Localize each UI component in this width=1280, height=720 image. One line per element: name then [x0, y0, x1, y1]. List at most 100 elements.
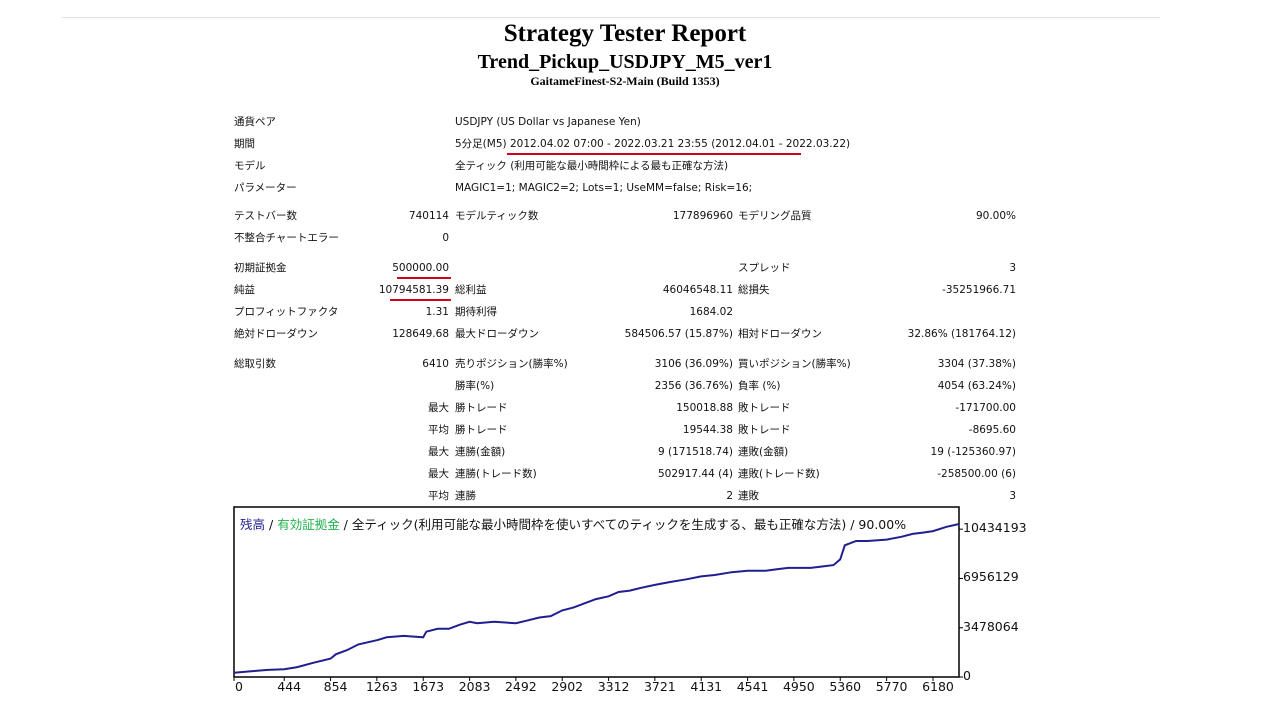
bars-value: 740114 — [408, 210, 449, 222]
max-label-3: 最大 — [428, 468, 449, 480]
ticks-value: 177896960 — [672, 210, 733, 222]
period-value: 5分足(M5) 2012.04.02 07:00 - 2022.03.21 23… — [455, 137, 850, 151]
y-tick-label: 3478064 — [963, 618, 1019, 634]
x-tick-label: 2492 — [504, 679, 537, 694]
y-tick-label: 6956129 — [963, 569, 1019, 585]
balance-chart-svg — [233, 506, 963, 681]
balance-line — [233, 523, 960, 674]
long-value: 3304 (37.38%) — [937, 358, 1016, 370]
largest-win-label: 勝トレード — [455, 402, 508, 414]
top-divider — [62, 17, 1160, 18]
legend-sep2: / — [339, 517, 352, 532]
max-cons-profit-label: 連勝(トレード数) — [455, 468, 537, 480]
avg-cons-wins-label: 連勝 — [455, 490, 476, 502]
max-label-2: 最大 — [428, 446, 449, 458]
max-cons-wins-label: 連勝(金額) — [455, 446, 506, 458]
avg-cons-losses-label: 連敗 — [738, 490, 759, 502]
ticks-label: モデルティック数 — [455, 210, 539, 222]
plot-frame — [233, 506, 960, 678]
net-value: 10794581.39 — [378, 284, 449, 296]
pf-value: 1.31 — [425, 306, 449, 318]
avg-label-2: 平均 — [428, 490, 449, 502]
win-rate-value: 2356 (36.76%) — [654, 380, 733, 392]
rel-dd-label: 相対ドローダウン — [738, 328, 822, 340]
x-tick-label: 1263 — [365, 679, 398, 694]
abs-dd-value: 128649.68 — [392, 328, 449, 340]
model-value: 全ティック (利用可能な最小時間枠による最も正確な方法) — [455, 160, 729, 172]
x-tick-label: 3312 — [597, 679, 630, 694]
quality-value: 90.00% — [975, 210, 1016, 222]
max-cons-profit-value: 502917.44 (4) — [658, 468, 733, 480]
period-range: 2012.04.02 07:00 - 2022.03.21 23:55 (201… — [509, 138, 851, 150]
deposit-label: 初期証拠金 — [234, 262, 287, 274]
mismatch-value: 0 — [442, 232, 449, 244]
params-value: MAGIC1=1; MAGIC2=2; Lots=1; UseMM=false;… — [455, 182, 753, 194]
expected-label: 期待利得 — [455, 306, 497, 318]
loss-rate-value: 4054 (63.24%) — [937, 380, 1016, 392]
deposit-underline — [397, 277, 451, 279]
symbol-value: USDJPY (US Dollar vs Japanese Yen) — [455, 116, 641, 128]
total-trades-value: 6410 — [422, 358, 449, 370]
x-tick-label: 2902 — [551, 679, 584, 694]
net-label: 純益 — [234, 284, 255, 296]
mismatch-label: 不整合チャートエラー — [234, 232, 339, 244]
legend-equity: 有効証拠金 — [277, 517, 340, 532]
ea-name: Trend_Pickup_USDJPY_M5_ver1 — [477, 51, 773, 73]
bars-label: テストバー数 — [234, 210, 297, 222]
deposit-value: 500000.00 — [392, 262, 449, 274]
avg-loss-value: -8695.60 — [968, 424, 1016, 436]
x-tick-label: 4541 — [736, 679, 769, 694]
max-dd-label: 最大ドローダウン — [455, 328, 539, 340]
balance-chart: 残高 / 有効証拠金 / 全ティック(利用可能な最小時間枠を使いすべてのティック… — [233, 506, 1027, 694]
x-tick-label: 6180 — [922, 679, 954, 694]
spread-label: スプレッド — [738, 262, 791, 274]
quality-label: モデリング品質 — [738, 210, 812, 222]
avg-win-value: 19544.38 — [682, 424, 733, 436]
net-underline — [390, 299, 451, 301]
x-tick-label: 5770 — [875, 679, 908, 694]
legend-rest: 全ティック(利用可能な最小時間枠を使いすべてのティックを生成する、最も正確な方法… — [351, 517, 907, 532]
loss-rate-label: 負率 (%) — [738, 380, 781, 392]
max-cons-wins-value: 9 (171518.74) — [658, 446, 733, 458]
max-cons-losses-label: 連敗(金額) — [738, 446, 789, 458]
legend-balance: 残高 — [240, 517, 266, 532]
chart-legend: 残高 / 有効証拠金 / 全ティック(利用可能な最小時間枠を使いすべてのティック… — [240, 514, 906, 533]
max-cons-loss-label: 連敗(トレード数) — [738, 468, 820, 480]
short-label: 売りポジション(勝率%) — [455, 358, 568, 370]
avg-cons-losses-value: 3 — [1009, 490, 1016, 502]
x-tick-label: 2083 — [458, 679, 491, 694]
avg-label-1: 平均 — [428, 424, 449, 436]
gross-loss-label: 総損失 — [738, 284, 770, 296]
y-tick-label: 0 — [963, 668, 971, 683]
max-dd-value: 584506.57 (15.87%) — [624, 328, 733, 340]
period-label: 期間 — [234, 138, 255, 150]
report-title: Strategy Tester Report — [503, 20, 747, 47]
x-tick-label: 854 — [323, 679, 348, 694]
avg-loss-label: 敗トレード — [738, 424, 791, 436]
model-label: モデル — [234, 160, 266, 172]
x-tick-label: 5360 — [829, 679, 862, 694]
pf-label: プロフィットファクタ — [234, 306, 339, 318]
x-tick-label: 0 — [235, 679, 243, 694]
x-tick-label: 1673 — [412, 679, 445, 694]
period-prefix: 5分足(M5) — [455, 138, 507, 150]
win-rate-label: 勝率(%) — [455, 380, 495, 392]
params-label: パラメーター — [234, 182, 297, 194]
abs-dd-label: 絶対ドローダウン — [234, 328, 318, 340]
long-label: 買いポジション(勝率%) — [738, 358, 851, 370]
gross-profit-label: 総利益 — [455, 284, 487, 296]
expected-value: 1684.02 — [689, 306, 733, 318]
max-cons-loss-value: -258500.00 (6) — [937, 468, 1016, 480]
largest-loss-value: -171700.00 — [955, 402, 1016, 414]
spread-value: 3 — [1009, 262, 1016, 274]
y-tick-label: 10434193 — [963, 520, 1027, 536]
period-underline — [507, 153, 801, 155]
legend-sep1: / — [265, 517, 278, 532]
largest-win-value: 150018.88 — [676, 402, 733, 414]
x-tick-label: 444 — [277, 679, 302, 694]
avg-cons-wins-value: 2 — [726, 490, 733, 502]
server-build: GaitameFinest-S2-Main (Build 1353) — [530, 74, 720, 88]
x-tick-label: 4950 — [782, 679, 815, 694]
rel-dd-value: 32.86% (181764.12) — [907, 328, 1016, 340]
largest-loss-label: 敗トレード — [738, 402, 791, 414]
